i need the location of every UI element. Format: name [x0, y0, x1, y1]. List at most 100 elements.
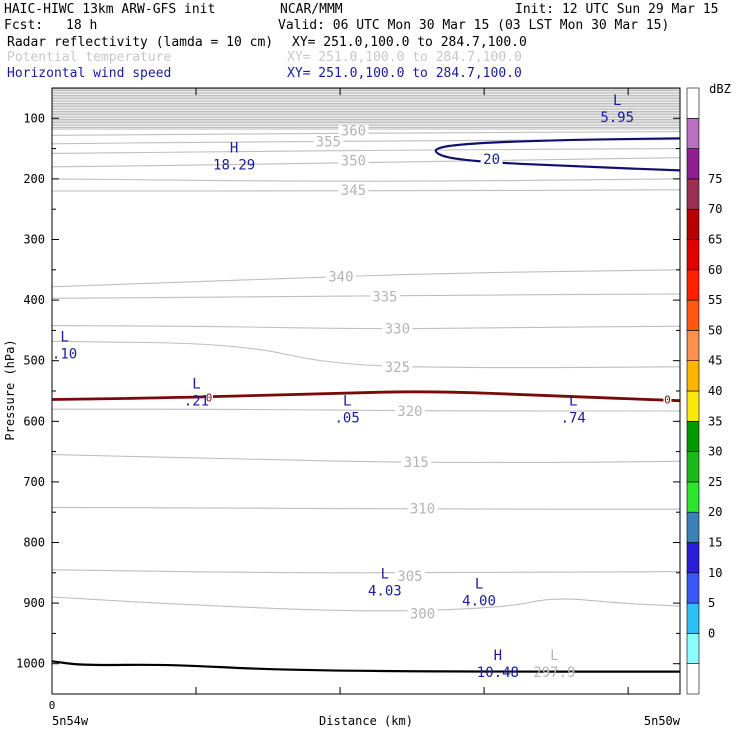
wind-extremum-kind-4: L [343, 394, 351, 410]
y-tick-label-300: 300 [23, 233, 45, 247]
colorbar-swatch-4 [686, 542, 700, 574]
colorbar-swatch-19 [686, 87, 700, 119]
colorbar-level-65: 65 [708, 233, 722, 247]
y-tick-label-900: 900 [23, 596, 45, 610]
surface-outline [52, 660, 680, 673]
colorbar-level-40: 40 [708, 384, 722, 398]
colorbar-swatch-9 [686, 390, 700, 422]
wind-contour-20 [434, 137, 680, 172]
wind-extremum-kind-7: L [475, 577, 483, 593]
theta-contour-4 [52, 178, 680, 182]
theta-label-bg-300 [407, 607, 438, 622]
theta-label-bg-310 [407, 502, 438, 517]
colorbar-swatch-0 [686, 663, 700, 695]
colorbar-level-5: 5 [708, 596, 715, 610]
reflectivity-label-1: 0 [664, 393, 671, 406]
wind-extremum-kind-6: L [381, 566, 389, 582]
fcst-label: Fcst: [4, 18, 44, 33]
colorbar-level-35: 35 [708, 414, 722, 428]
colorbar-swatch-5 [686, 511, 700, 543]
reflectivity-contour-0 [52, 390, 680, 403]
wind-extremum-kind-2: L [60, 329, 68, 345]
dbz-colorbar: 0 5 10 15 20 25 30 35 40 45 50 55 60 65 70 75 [686, 87, 722, 695]
wind-extremum-value-2: .10 [52, 346, 77, 362]
colorbar-swatch-3 [686, 572, 700, 604]
colorbar-level-60: 60 [708, 263, 722, 277]
theta-contour-3 [52, 157, 680, 168]
theta-label-bg-320 [394, 404, 425, 419]
wind-label-20: 20 [483, 152, 500, 168]
x-start-tick: 0 [49, 699, 56, 712]
theta-label-bg-305 [394, 569, 425, 584]
colorbar-title: dBZ [709, 82, 731, 96]
theta-label-360: 360 [341, 123, 366, 139]
wind-extremum-kind-3: L [192, 377, 200, 393]
theta-label-315: 315 [404, 455, 429, 471]
theta-contour-10 [52, 408, 680, 412]
theta-contour-5 [52, 189, 680, 192]
theta-label-bg-325 [382, 360, 413, 375]
theta-contour-14 [52, 596, 680, 612]
theta-label-350: 350 [341, 154, 366, 170]
colorbar-level-70: 70 [708, 202, 722, 216]
theta-label-bg-345 [338, 183, 369, 198]
x-axis [51, 88, 629, 694]
y-tick-label-500: 500 [23, 354, 45, 368]
y-tick-label-600: 600 [23, 414, 45, 428]
field-xy-reflectivity: XY= 251.0,100.0 to 284.7,100.0 [292, 35, 527, 50]
theta-label-340: 340 [328, 269, 353, 285]
colorbar-level-75: 75 [708, 172, 722, 186]
colorbar-swatch-7 [686, 451, 700, 483]
theta-label-bg-340 [325, 270, 356, 285]
y-tick-label-200: 200 [23, 172, 45, 186]
colorbar-swatch-18 [686, 118, 700, 149]
theta-label-bg-355 [313, 135, 344, 150]
wind-contour-lines [434, 137, 680, 172]
theta-label-bg-350 [338, 154, 369, 169]
y-axis-label: Pressure (hPa) [3, 339, 17, 440]
valid-time: Valid: 06 UTC Mon 30 Mar 15 (03 LST Mon … [278, 18, 670, 33]
theta-label-bg-315 [401, 455, 432, 470]
wind-extremum-kind-5: L [569, 394, 577, 410]
colorbar-level-50: 50 [708, 323, 722, 337]
theta-contour-6 [52, 269, 680, 288]
model-title: HAIC-HIWC 13km ARW-GFS init [4, 2, 216, 17]
wind-extremum-value-8: 10.48 [477, 665, 519, 681]
colorbar-level-55: 55 [708, 293, 722, 307]
colorbar-swatch-16 [686, 178, 700, 210]
field-xy-theta: XY= 251.0,100.0 to 284.7,100.0 [287, 50, 522, 65]
theta-label-bg-335 [369, 290, 400, 305]
wind-extremum-kind-8: H [494, 648, 502, 664]
theta-label-355: 355 [316, 134, 341, 150]
colorbar-level-10: 10 [708, 566, 722, 580]
theta-extremum-kind-0: L [550, 648, 558, 664]
theta-contour-2 [52, 148, 680, 154]
colorbar-swatch-12 [686, 299, 700, 331]
reflectivity-label-bg-1 [663, 394, 672, 406]
x-right-location: 5n50w [644, 714, 681, 728]
theta-contour-lines [52, 88, 680, 612]
theta-contour-7 [52, 293, 680, 299]
theta-label-305: 305 [397, 569, 422, 585]
theta-label-345: 345 [341, 183, 366, 199]
colorbar-swatch-13 [686, 269, 700, 301]
wind-extremum-value-5: .74 [561, 411, 586, 427]
colorbar-level-20: 20 [708, 505, 722, 519]
field-name-theta: Potential temperature [7, 50, 172, 65]
plot-frame [51, 87, 681, 695]
x-left-location: 5n54w [52, 714, 89, 728]
field-name-wind: Horizontal wind speed [7, 66, 172, 81]
colorbar-swatch-15 [686, 208, 700, 240]
theta-label-330: 330 [385, 322, 410, 338]
wind-extremum-value-4: .05 [335, 411, 360, 427]
init-time: Init: 12 UTC Sun 29 Mar 15 [515, 2, 719, 17]
reflectivity-label-bg-0 [205, 392, 213, 404]
fcst-value: 18 h [66, 18, 98, 33]
colorbar-swatch-14 [686, 239, 700, 271]
org-label: NCAR/MMM [280, 2, 343, 17]
wind-extremum-kind-1: H [230, 140, 238, 156]
field-xy-wind: XY= 251.0,100.0 to 284.7,100.0 [287, 66, 522, 81]
colorbar-level-30: 30 [708, 445, 722, 459]
